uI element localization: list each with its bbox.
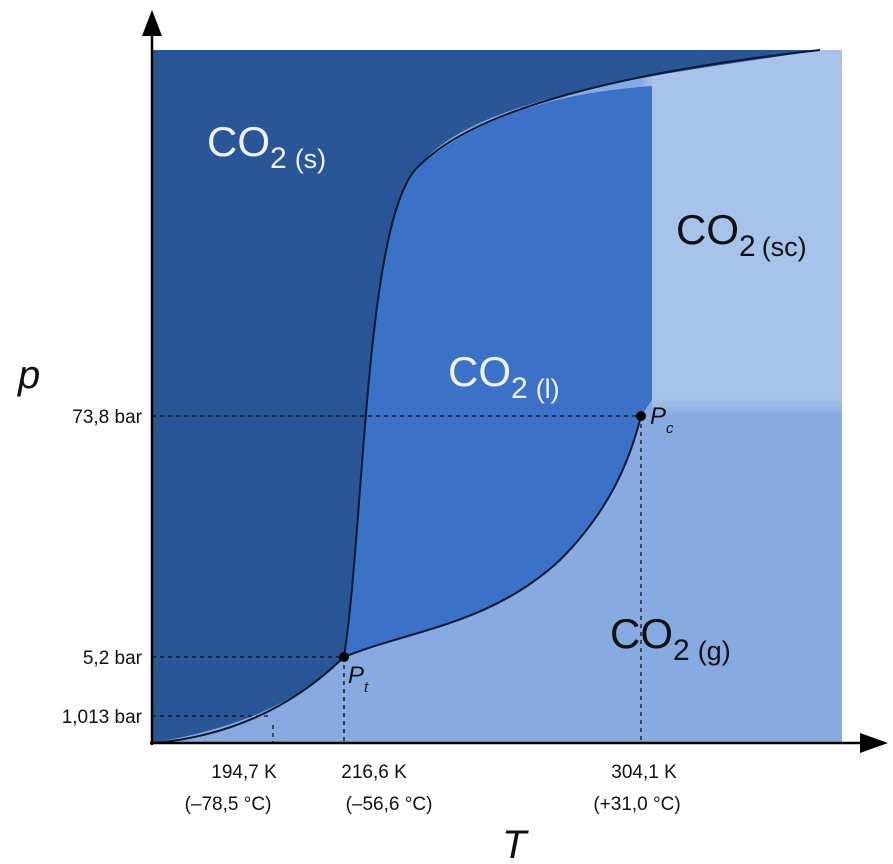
y-tick-label: 1,013 bar [62,707,143,728]
y-tick-label: 5,2 bar [83,648,143,669]
guide-lines [152,415,642,743]
x-tick-celsius: (–56,6 °C) [346,794,433,815]
axes [142,10,888,753]
supercritical-region [652,50,842,400]
x-tick-kelvin: 194,7 K [211,762,277,783]
supercritical-region-label: CO2 (sc) [676,206,807,263]
x-tick-celsius: (–78,5 °C) [185,794,272,815]
y-axis-arrow-icon [142,10,162,36]
vaporization-curve [343,415,642,658]
critical-point-marker [636,411,646,421]
liquid-region-label: CO2 (l) [448,348,560,405]
gas-region-label: CO2 (g) [610,610,731,667]
x-tick-kelvin: 216,6 K [341,762,407,783]
sublimation-curve [154,656,345,744]
triple-point-marker [339,652,349,662]
melting-curve [343,49,821,658]
x-axis-title: T [502,823,529,864]
solid-region [152,50,820,743]
triple-point-label: Pt [348,662,369,696]
x-axis-arrow-icon [860,733,888,753]
critical-point-label: Pc [650,403,674,437]
solid-region-label: CO2 (s) [207,118,326,175]
x-tick-kelvin: 304,1 K [611,762,677,783]
y-axis-title: p [17,353,40,397]
liquid-region [344,86,652,657]
supercritical-fade-bottom [652,398,842,416]
x-tick-celsius: (+31,0 °C) [593,794,680,815]
y-tick-label: 73,8 bar [72,407,142,428]
plot-area [152,50,842,743]
